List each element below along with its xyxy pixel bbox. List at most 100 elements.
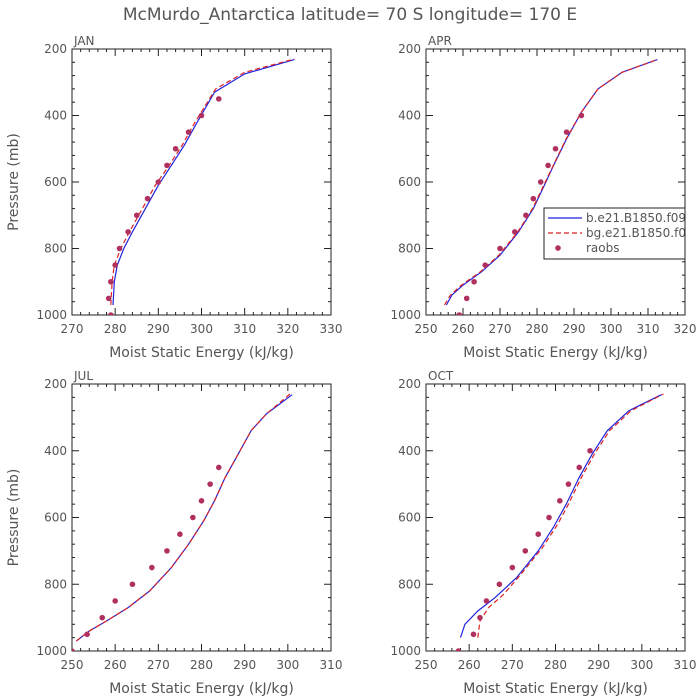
raobs-point xyxy=(72,648,75,651)
series-group xyxy=(443,59,658,315)
y-tick-label: 200 xyxy=(44,377,67,391)
series-line-b xyxy=(75,394,293,642)
x-tick-label: 290 xyxy=(587,658,610,672)
raobs-point xyxy=(129,581,136,588)
plot-frame xyxy=(71,383,332,652)
raobs-point xyxy=(125,229,131,235)
raobs-point xyxy=(185,129,192,135)
legend-marker-raobs xyxy=(555,245,561,251)
x-axis-label: Moist Static Energy (kJ/kg) xyxy=(109,345,294,361)
raobs-point xyxy=(496,581,503,588)
plot-frame xyxy=(425,48,686,316)
raobs-point xyxy=(483,598,490,604)
y-tick-label: 800 xyxy=(398,577,421,591)
y-tick-label: 400 xyxy=(398,444,421,458)
y-axis-label: Pressure (mb) xyxy=(6,469,22,567)
x-tick-label: 280 xyxy=(544,658,567,672)
y-tick-label: 600 xyxy=(44,175,67,189)
raobs-point xyxy=(523,212,529,219)
raobs-point xyxy=(215,464,222,471)
raobs-point xyxy=(535,531,542,537)
chart-panel-jul: 250 260 270 280 290 300 310 200 400 600 800 1000 JUL… xyxy=(6,369,342,697)
raobs-point xyxy=(537,179,544,185)
raobs-point xyxy=(164,548,170,554)
raobs-point xyxy=(207,481,213,487)
plot-frame xyxy=(425,383,686,652)
raobs-point xyxy=(565,481,572,487)
raobs-point xyxy=(545,162,551,169)
y-tick-label: 200 xyxy=(44,42,67,56)
raobs-point xyxy=(530,195,537,202)
raobs-point xyxy=(552,145,559,152)
raobs-point xyxy=(578,112,585,119)
y-tick-label: 800 xyxy=(44,242,67,256)
chart-panel-jan: 270 280 290 300 310 320 330 200 400 600 800 1000 JAN… xyxy=(6,34,342,361)
series-line-bg xyxy=(477,393,664,638)
y-tick-label: 600 xyxy=(398,175,421,189)
series-line-bg xyxy=(110,58,295,306)
x-tick-label: 290 xyxy=(147,322,170,336)
y-tick-label: 800 xyxy=(44,577,67,591)
x-tick-label: 310 xyxy=(233,322,256,336)
raobs-point xyxy=(522,548,529,554)
x-axis-label: Moist Static Energy (kJ/kg) xyxy=(109,681,294,697)
raobs-point xyxy=(177,531,183,537)
x-tick-label: 330 xyxy=(320,322,343,336)
raobs-point xyxy=(133,212,140,219)
panel-label: OCT xyxy=(428,369,454,383)
series-group xyxy=(72,393,293,651)
y-tick-label: 400 xyxy=(44,444,67,458)
raobs-point xyxy=(164,162,170,169)
raobs-point xyxy=(99,614,106,621)
x-tick-label: 300 xyxy=(190,322,213,336)
raobs-point xyxy=(587,447,593,454)
raobs-point xyxy=(576,464,583,471)
raobs-point xyxy=(198,498,205,504)
raobs-point xyxy=(512,229,518,235)
raobs-point xyxy=(144,195,151,202)
x-tick-label: 270 xyxy=(61,322,84,336)
panel-label: JAN xyxy=(73,34,95,48)
plot-frame xyxy=(71,48,332,316)
x-tick-label: 250 xyxy=(415,658,438,672)
x-tick-label: 300 xyxy=(600,322,623,336)
raobs-point xyxy=(84,631,90,638)
legend-label: raobs xyxy=(586,241,620,255)
x-tick-label: 260 xyxy=(458,658,481,672)
chart-panel-oct: 250 260 270 280 290 300 310 200 400 600 800 1000 OCT… xyxy=(390,369,696,697)
x-tick-label: 280 xyxy=(104,322,127,336)
raobs-point xyxy=(546,514,552,521)
x-tick-label: 310 xyxy=(320,658,343,672)
x-tick-label: 250 xyxy=(415,322,438,336)
x-tick-label: 260 xyxy=(104,658,127,672)
x-tick-label: 310 xyxy=(674,658,697,672)
x-tick-label: 320 xyxy=(674,322,697,336)
x-axis-label: Moist Static Energy (kJ/kg) xyxy=(463,345,648,361)
raobs-point xyxy=(198,112,205,119)
y-tick-label: 1000 xyxy=(36,308,67,322)
y-tick-label: 800 xyxy=(398,242,421,256)
panels-group: 270 280 290 300 310 320 330 200 400 600 800 1000 JAN… xyxy=(6,34,696,697)
panel-label: JUL xyxy=(73,369,93,383)
chart-panel-apr: 250 260 270 280 290 300 310 320 200 400 600 800 1000… xyxy=(390,34,696,361)
series-group xyxy=(455,393,664,651)
y-tick-label: 400 xyxy=(44,109,67,123)
x-tick-label: 270 xyxy=(501,658,524,672)
x-tick-label: 270 xyxy=(489,322,512,336)
raobs-point xyxy=(477,614,483,621)
x-tick-label: 250 xyxy=(61,658,84,672)
raobs-point xyxy=(105,295,112,302)
y-tick-label: 600 xyxy=(398,511,421,525)
legend-border xyxy=(543,207,686,260)
y-tick-label: 200 xyxy=(398,42,421,56)
x-tick-label: 300 xyxy=(630,658,653,672)
raobs-point xyxy=(455,648,462,651)
raobs-point xyxy=(190,514,196,521)
x-tick-label: 290 xyxy=(563,322,586,336)
raobs-point xyxy=(456,312,463,315)
raobs-point xyxy=(112,598,118,604)
raobs-point xyxy=(497,245,503,252)
series-line-b xyxy=(459,394,662,638)
x-tick-label: 310 xyxy=(637,322,660,336)
raobs-point xyxy=(112,262,118,268)
